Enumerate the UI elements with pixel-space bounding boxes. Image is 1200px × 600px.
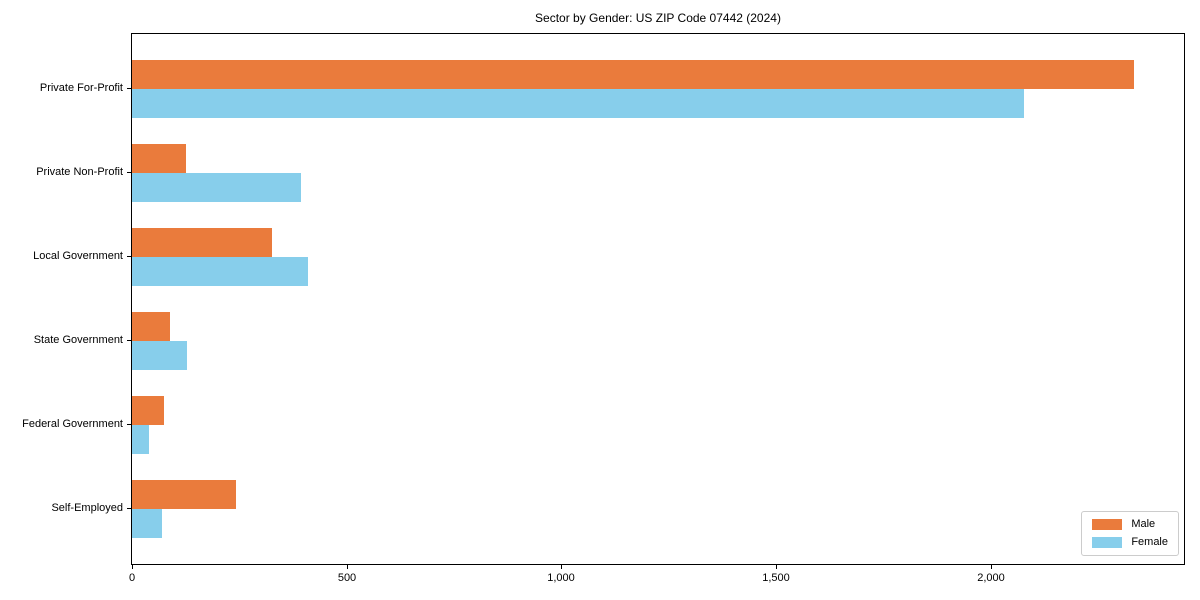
x-tick bbox=[776, 565, 777, 569]
legend: Male Female bbox=[1081, 511, 1179, 556]
y-tick-label: Private Non-Profit bbox=[36, 165, 123, 178]
x-tick-label: 2,000 bbox=[977, 572, 1005, 584]
bar-male bbox=[132, 59, 1134, 89]
legend-entry-male: Male bbox=[1092, 519, 1168, 530]
x-tick bbox=[991, 565, 992, 569]
legend-label-male: Male bbox=[1131, 518, 1156, 530]
x-tick-label: 500 bbox=[337, 572, 357, 584]
y-tick bbox=[127, 508, 131, 509]
bar-female bbox=[132, 424, 149, 454]
bar-male bbox=[132, 227, 272, 257]
bar-male bbox=[132, 311, 170, 341]
x-tick bbox=[347, 565, 348, 569]
legend-label-female: Female bbox=[1131, 536, 1168, 548]
plot-area: Male Female bbox=[131, 33, 1185, 565]
bar-male bbox=[132, 395, 164, 425]
bar-male bbox=[132, 143, 186, 173]
x-tick-label: 0 bbox=[128, 572, 136, 584]
y-tick bbox=[127, 171, 131, 173]
bar-male bbox=[132, 480, 236, 509]
y-tick bbox=[127, 339, 131, 341]
bar-female bbox=[132, 340, 187, 370]
bar-female bbox=[132, 256, 308, 286]
bar-female bbox=[132, 88, 1024, 118]
y-tick bbox=[127, 423, 131, 425]
chart-title: Sector by Gender: US ZIP Code 07442 (202… bbox=[535, 11, 781, 25]
y-tick bbox=[127, 255, 131, 257]
bar-female bbox=[132, 509, 162, 538]
x-tick bbox=[132, 565, 133, 569]
y-tick-label: Federal Government bbox=[22, 417, 123, 430]
x-tick-label: 1,500 bbox=[762, 572, 790, 584]
x-tick bbox=[561, 565, 562, 569]
x-tick-label: 1,000 bbox=[547, 572, 575, 584]
bar-female bbox=[132, 172, 301, 202]
y-tick-label: State Government bbox=[33, 333, 123, 346]
legend-entry-female: Female bbox=[1092, 537, 1168, 548]
y-tick-label: Self-Employed bbox=[51, 502, 123, 514]
y-tick-label: Local Government bbox=[33, 249, 123, 262]
legend-swatch-male bbox=[1092, 519, 1123, 530]
y-tick bbox=[127, 87, 131, 89]
y-tick-label: Private For-Profit bbox=[39, 81, 123, 94]
legend-swatch-female bbox=[1092, 537, 1123, 548]
